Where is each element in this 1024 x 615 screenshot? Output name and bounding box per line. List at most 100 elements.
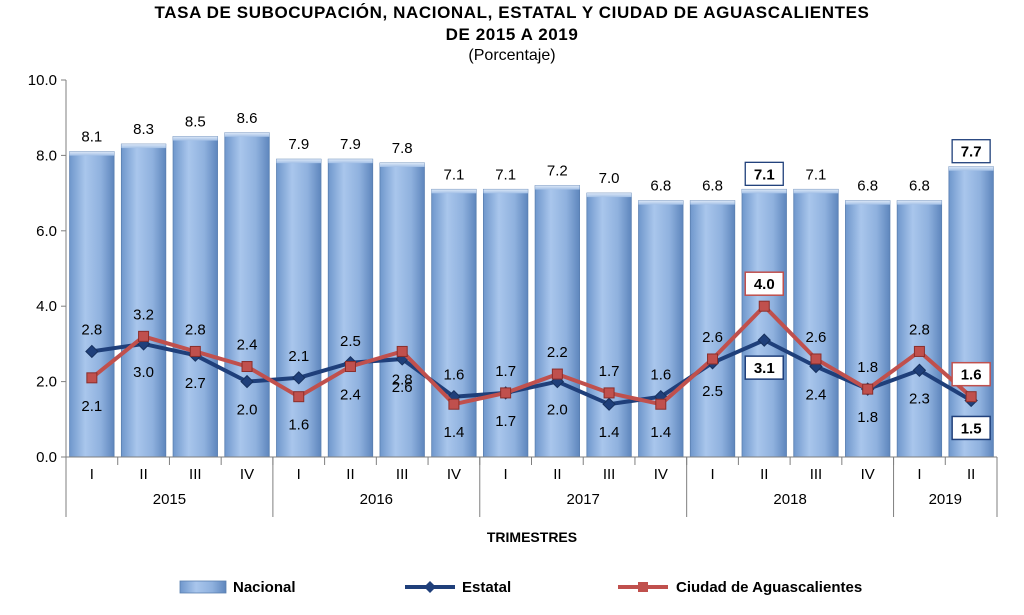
bars-layer — [69, 132, 994, 458]
estatal-point — [602, 397, 616, 411]
chart-subtitle: (Porcentaje) — [468, 47, 556, 64]
ciudad-point — [344, 361, 356, 373]
bar-nacional-top — [483, 189, 528, 194]
x-tick-label: IV — [240, 466, 254, 483]
bar-nacional — [69, 151, 115, 458]
ciudad-value-label: 2.1 — [81, 398, 102, 415]
axis-layer: 0.02.04.06.08.010.0I II III IV I II III IV I II II… — [28, 72, 998, 517]
nacional-value-label: 8.3 — [133, 121, 154, 138]
ciudad-value-label: 2.8 — [909, 321, 930, 338]
bar-nacional-top — [897, 200, 942, 205]
ciudad-value-label: 1.7 — [495, 413, 516, 430]
y-tick-label: 8.0 — [36, 147, 57, 164]
ciudad-point — [913, 345, 925, 357]
x-tick-label: II — [553, 466, 561, 483]
lines-layer — [85, 300, 978, 411]
estatal-value-label: 2.7 — [185, 375, 206, 392]
ciudad-point — [862, 383, 874, 395]
bar-nacional-top — [742, 189, 787, 194]
bar-nacional — [431, 188, 477, 458]
estatal-point — [292, 371, 306, 385]
y-tick-label: 2.0 — [36, 374, 57, 391]
estatal-value-label: 3.0 — [133, 364, 154, 381]
ciudad-value-label: 1.6 — [288, 417, 309, 434]
x-tick-label: II — [139, 466, 147, 483]
estatal-value-label: 2.3 — [909, 390, 930, 407]
bar-nacional-top — [948, 166, 994, 171]
x-tick-label: I — [504, 466, 508, 483]
ciudad-point — [810, 353, 822, 365]
ciudad-point — [448, 398, 460, 410]
nacional-value-label: 7.8 — [392, 140, 413, 157]
nacional-value-label: 7.0 — [599, 170, 620, 187]
ciudad-value-label: 1.8 — [857, 409, 878, 426]
nacional-value-box — [951, 139, 991, 164]
title-block: TASA DE SUBOCUPACIÓN, NACIONAL, ESTATAL … — [0, 2, 1024, 66]
bar-nacional-top — [793, 189, 839, 194]
ciudad-value-label: 2.6 — [806, 329, 827, 346]
ciudad-value-label: 1.4 — [443, 424, 464, 441]
nacional-value-label: 7.7 — [961, 144, 982, 161]
x-tick-label: II — [346, 466, 354, 483]
ciudad-point — [551, 368, 563, 380]
x-tick-label: I — [917, 466, 921, 483]
ciudad-point — [603, 387, 615, 399]
bar-nacional-top — [586, 193, 632, 198]
bar-nacional-top — [379, 162, 425, 167]
y-tick-label: 4.0 — [36, 298, 57, 315]
legend-label-nacional: Nacional — [233, 579, 296, 596]
bar-nacional-top — [276, 159, 321, 164]
bar-nacional — [379, 162, 425, 458]
bar-nacional-top — [224, 132, 270, 137]
ciudad-point — [396, 345, 408, 357]
x-tick-label: II — [967, 466, 975, 483]
bar-nacional — [896, 200, 943, 458]
nacional-value-label: 7.1 — [495, 166, 516, 183]
ciudad-point — [241, 361, 253, 373]
legend-label-estatal: Estatal — [462, 579, 511, 596]
bar-nacional — [948, 166, 994, 458]
ciudad-value-label: 4.0 — [754, 276, 775, 293]
ciudad-value-label: 1.4 — [650, 424, 671, 441]
chart-title-line-1: TASA DE SUBOCUPACIÓN, NACIONAL, ESTATAL … — [154, 3, 870, 22]
bar-nacional-top — [431, 189, 477, 194]
ciudad-point — [758, 300, 770, 312]
nacional-value-label: 7.1 — [443, 166, 464, 183]
bar-nacional — [172, 136, 218, 458]
legend-label-ciudad: Ciudad de Aguascalientes — [676, 579, 862, 596]
bar-nacional-top — [328, 159, 373, 164]
x-tick-label: III — [189, 466, 202, 483]
ciudad-value-label: 1.7 — [599, 363, 620, 380]
estatal-value-label: 2.5 — [340, 333, 361, 350]
year-label: 2017 — [567, 491, 600, 508]
x-tick-label: I — [297, 466, 301, 483]
estatal-value-label: 1.6 — [650, 367, 671, 384]
bar-nacional-top — [638, 200, 684, 205]
ciudad-value-label: 2.4 — [237, 337, 258, 354]
legend-swatch-nacional — [179, 580, 227, 594]
bar-nacional — [638, 200, 684, 458]
nacional-value-label: 8.5 — [185, 114, 206, 131]
nacional-value-label: 7.1 — [806, 166, 827, 183]
bar-nacional-top — [121, 144, 166, 149]
estatal-value-label: 3.1 — [754, 360, 775, 377]
estatal-value-label: 2.0 — [547, 402, 568, 419]
x-tick-label: III — [396, 466, 409, 483]
nacional-value-box — [744, 161, 784, 186]
bar-nacional-top — [69, 151, 115, 156]
ciudad-point — [500, 387, 512, 399]
bar-nacional — [120, 143, 167, 458]
estatal-value-label: 2.1 — [288, 348, 309, 365]
line-ciudad — [90, 304, 973, 407]
estatal-point — [757, 333, 771, 347]
bar-nacional — [276, 158, 322, 458]
x-tick-label: I — [90, 466, 94, 483]
nacional-value-label: 6.8 — [909, 178, 930, 195]
year-label: 2018 — [773, 491, 806, 508]
estatal-value-label: 2.0 — [237, 402, 258, 419]
legend: Nacional Estatal Ciudad de Aguascalientes — [179, 579, 862, 596]
x-tick-label: IV — [447, 466, 461, 483]
y-tick-label: 0.0 — [36, 449, 57, 466]
